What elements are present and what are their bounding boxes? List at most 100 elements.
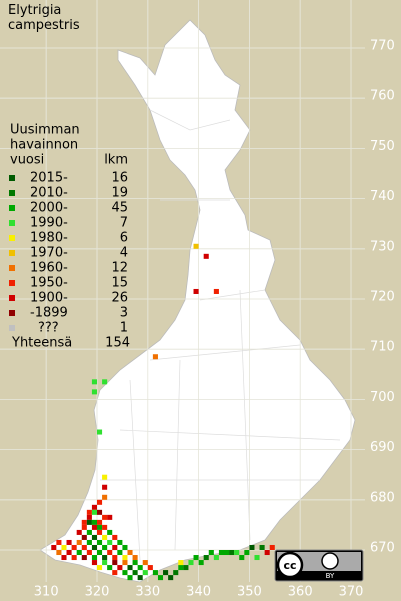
record-square [76, 529, 82, 535]
record-square [81, 555, 87, 561]
record-square [91, 555, 97, 561]
record-square [239, 555, 245, 561]
record-square [142, 560, 148, 566]
record-square [97, 550, 103, 556]
record-square [91, 524, 97, 530]
legend-count: 7 [120, 216, 128, 231]
legend-count: 19 [111, 186, 128, 201]
y-tick-label: 740 [370, 189, 395, 204]
record-square [147, 565, 153, 571]
record-square [56, 550, 62, 556]
record-square [127, 575, 133, 581]
legend-label: 1980- [30, 231, 68, 246]
cc-icon [276, 551, 304, 579]
record-square [107, 539, 113, 545]
legend-swatch [9, 250, 15, 256]
record-square [81, 534, 87, 540]
record-square [244, 550, 250, 556]
record-square [71, 555, 77, 561]
legend-label: 2000- [30, 201, 68, 216]
legend-count: 6 [120, 231, 128, 246]
legend-swatch [9, 205, 15, 211]
legend-count: 1 [120, 321, 128, 336]
x-tick-label: 330 [135, 585, 160, 600]
y-tick-label: 710 [370, 340, 395, 355]
license: BY [326, 572, 335, 580]
y-tick-label: 750 [370, 139, 395, 154]
total-label: Yhteensä [11, 336, 72, 351]
record-square [61, 544, 67, 550]
legend-label: ??? [38, 321, 59, 336]
legend-year-header: vuosi [10, 153, 44, 168]
record-square [102, 534, 108, 540]
record-square [112, 560, 118, 566]
y-tick-label: 670 [370, 541, 395, 556]
record-square [117, 565, 123, 571]
record-square [127, 565, 133, 571]
record-square [107, 514, 113, 520]
record-square [152, 354, 158, 360]
legend-count: 26 [111, 291, 128, 306]
legend-swatch [9, 175, 15, 181]
legend-count: 15 [111, 276, 128, 291]
record-square [163, 570, 169, 576]
record-square [132, 570, 138, 576]
record-square [76, 550, 82, 556]
record-square [97, 509, 103, 515]
record-square [137, 575, 143, 581]
legend-swatch [9, 325, 15, 331]
legend-swatch [9, 295, 15, 301]
record-square [102, 474, 108, 480]
record-square [208, 550, 214, 556]
record-square [132, 555, 138, 561]
legend-heading: Uusimman [10, 123, 80, 138]
record-square [76, 539, 82, 545]
record-square [86, 509, 92, 515]
legend-swatch [9, 190, 15, 196]
record-square [102, 560, 108, 566]
record-square [183, 565, 189, 571]
record-square [117, 550, 123, 556]
title: Elytrigia campestris [8, 3, 80, 33]
x-tick-label: 360 [288, 585, 313, 600]
record-square [152, 570, 158, 576]
region-borders [100, 109, 341, 561]
record-square [66, 539, 72, 545]
legend-label: -1899 [30, 306, 68, 321]
record-square [107, 550, 113, 556]
legend-count: 16 [111, 171, 128, 186]
legend-swatch [9, 310, 15, 316]
legend-count-header: lkm [104, 153, 128, 168]
record-square [112, 544, 118, 550]
record-square [91, 560, 97, 566]
legend-label: 1900- [30, 291, 68, 306]
x-tick-label: 310 [34, 585, 59, 600]
record-square [178, 560, 184, 566]
legend-swatch [9, 280, 15, 286]
legend-label: 1950- [30, 276, 68, 291]
legend-count: 4 [120, 246, 128, 261]
legend-label: 2010- [30, 186, 68, 201]
record-square [91, 544, 97, 550]
record-square [86, 550, 92, 556]
record-square [86, 539, 92, 545]
y-tick-label: 680 [370, 490, 395, 505]
y-tick-label: 690 [370, 440, 395, 455]
record-square [102, 514, 108, 520]
record-square [86, 519, 92, 525]
x-tick-label: 370 [339, 585, 364, 600]
record-square [234, 550, 240, 556]
record-square [132, 560, 138, 566]
record-square [269, 544, 275, 550]
record-square [112, 555, 118, 561]
record-square [157, 575, 164, 581]
y-tick-label: 770 [370, 39, 395, 54]
record-square [264, 550, 270, 556]
record-square [86, 514, 92, 520]
record-square [81, 524, 87, 530]
legend-count: 45 [111, 201, 128, 216]
record-square [107, 565, 113, 571]
record-square [213, 555, 219, 561]
record-square [102, 544, 108, 550]
record-square [61, 555, 67, 561]
